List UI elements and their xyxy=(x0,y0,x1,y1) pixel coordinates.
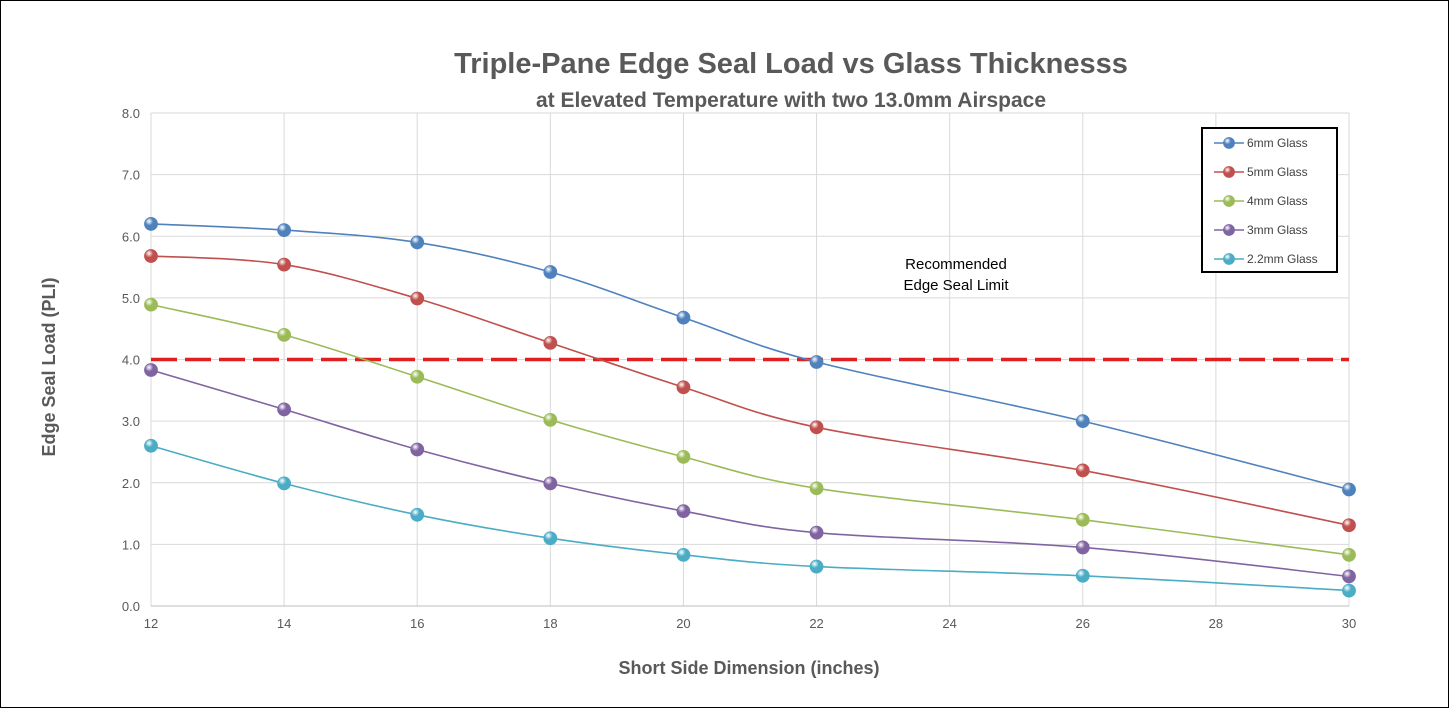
legend-label-6mm-glass: 6mm Glass xyxy=(1247,136,1308,150)
data-point-5mm-glass-x26 xyxy=(1075,463,1090,478)
legend-swatch-marker-3mm-glass xyxy=(1223,224,1235,236)
legend-swatch-marker-6mm-glass xyxy=(1223,137,1235,149)
data-point-4mm-glass-x22 xyxy=(809,481,824,496)
data-point-4mm-glass-x18 xyxy=(543,412,558,427)
data-point-2-2mm-glass-x30 xyxy=(1342,583,1356,598)
chart-subtitle: at Elevated Temperature with two 13.0mm … xyxy=(536,89,1046,112)
x-tick-label: 26 xyxy=(1076,616,1090,631)
data-point-6mm-glass-x14 xyxy=(277,223,292,237)
data-point-2-2mm-glass-x12 xyxy=(144,438,158,453)
legend-swatch-marker-4mm-glass xyxy=(1223,195,1235,207)
data-point-2-2mm-glass-x14 xyxy=(277,476,292,491)
data-point-2-2mm-glass-x22 xyxy=(809,559,824,574)
series-line-6mm-glass xyxy=(150,223,1350,491)
data-point-5mm-glass-x14 xyxy=(277,257,292,272)
data-point-3mm-glass-x20 xyxy=(676,504,691,518)
y-tick-label: 0.0 xyxy=(122,599,140,614)
data-point-3mm-glass-x30 xyxy=(1342,569,1356,584)
data-point-6mm-glass-x26 xyxy=(1075,414,1090,429)
x-tick-label: 12 xyxy=(144,616,158,631)
y-tick-label: 4.0 xyxy=(122,353,140,368)
data-point-6mm-glass-x30 xyxy=(1342,482,1356,497)
legend-swatch-marker-5mm-glass xyxy=(1223,166,1235,178)
data-point-2-2mm-glass-x16 xyxy=(410,507,425,522)
data-point-4mm-glass-x16 xyxy=(410,369,425,384)
x-tick-label: 24 xyxy=(942,616,956,631)
series-lines xyxy=(150,223,1350,592)
chart-title: Triple-Pane Edge Seal Load vs Glass Thic… xyxy=(454,48,1128,80)
x-tick-label: 30 xyxy=(1342,616,1356,631)
y-axis-title: Edge Seal Load (PLI) xyxy=(39,277,59,456)
x-axis-ticks: 12 14 16 18 20 22 24 26 28 30 xyxy=(144,616,1356,631)
data-point-5mm-glass-x16 xyxy=(410,291,425,306)
x-tick-label: 14 xyxy=(277,616,291,631)
data-point-5mm-glass-x22 xyxy=(809,420,824,435)
data-point-3mm-glass-x18 xyxy=(543,476,558,491)
data-point-5mm-glass-x30 xyxy=(1342,518,1356,533)
legend-label-3mm-glass: 3mm Glass xyxy=(1247,223,1308,237)
data-point-4mm-glass-x30 xyxy=(1342,547,1356,562)
data-point-2-2mm-glass-x18 xyxy=(543,531,558,546)
data-point-4mm-glass-x26 xyxy=(1075,512,1090,527)
data-point-4mm-glass-x20 xyxy=(676,449,691,464)
y-tick-label: 3.0 xyxy=(122,414,140,429)
data-point-3mm-glass-x12 xyxy=(144,363,158,377)
data-point-6mm-glass-x20 xyxy=(676,310,691,325)
x-tick-label: 28 xyxy=(1209,616,1223,631)
series-points xyxy=(144,217,1356,598)
data-point-3mm-glass-x26 xyxy=(1075,540,1090,555)
legend: 6mm Glass 5mm Glass 4mm Glass 3mm Glass 2.2m… xyxy=(1201,127,1338,273)
y-tick-label: 6.0 xyxy=(122,229,140,244)
x-tick-label: 22 xyxy=(809,616,823,631)
legend-swatch-marker-2-2mm-glass xyxy=(1223,253,1235,265)
y-tick-label: 1.0 xyxy=(122,537,140,552)
data-point-4mm-glass-x12 xyxy=(144,297,158,312)
x-tick-label: 18 xyxy=(543,616,557,631)
x-tick-label: 20 xyxy=(676,616,690,631)
legend-label-2-2mm-glass: 2.2mm Glass xyxy=(1247,252,1318,266)
data-point-6mm-glass-x18 xyxy=(543,265,558,279)
y-tick-label: 8.0 xyxy=(122,106,140,121)
y-tick-label: 2.0 xyxy=(122,476,140,491)
data-point-6mm-glass-x12 xyxy=(144,217,158,231)
data-point-5mm-glass-x18 xyxy=(543,335,558,350)
data-point-2-2mm-glass-x20 xyxy=(676,547,691,562)
data-point-6mm-glass-x22 xyxy=(809,355,824,369)
data-point-4mm-glass-x14 xyxy=(277,327,292,342)
data-point-5mm-glass-x20 xyxy=(676,380,691,395)
data-point-3mm-glass-x16 xyxy=(410,442,425,457)
x-tick-label: 16 xyxy=(410,616,424,631)
data-point-3mm-glass-x14 xyxy=(277,402,292,417)
annotation-line1: Recommended xyxy=(905,256,1007,273)
data-point-3mm-glass-x22 xyxy=(809,525,824,540)
series-line-2-2mm-glass xyxy=(150,445,1350,592)
y-axis-ticks: 0.0 1.0 2.0 3.0 4.0 5.0 6.0 7.0 8.0 xyxy=(122,106,140,614)
series-line-3mm-glass xyxy=(150,369,1350,578)
data-point-5mm-glass-x12 xyxy=(144,249,158,263)
y-tick-label: 7.0 xyxy=(122,168,140,183)
data-point-6mm-glass-x16 xyxy=(410,235,425,250)
x-axis-title: Short Side Dimension (inches) xyxy=(618,658,879,678)
annotation-line2: Edge Seal Limit xyxy=(903,277,1009,294)
y-tick-label: 5.0 xyxy=(122,291,140,306)
legend-label-4mm-glass: 4mm Glass xyxy=(1247,194,1308,208)
data-point-2-2mm-glass-x26 xyxy=(1075,568,1090,583)
legend-label-5mm-glass: 5mm Glass xyxy=(1247,165,1308,179)
series-line-5mm-glass xyxy=(150,255,1350,527)
